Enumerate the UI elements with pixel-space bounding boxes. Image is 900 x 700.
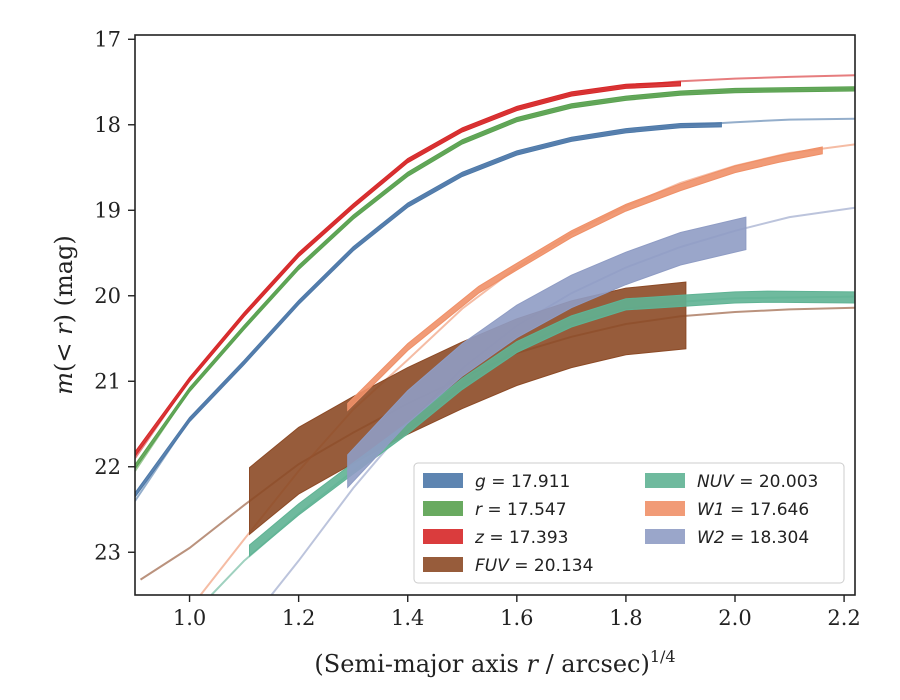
legend-label-fuv: FUV = 20.134 <box>475 556 593 576</box>
ticks-layer: 1.0 1.2 1.4 1.6 1.8 2.0 2.2 17 18 19 20 21 22 23 <box>94 27 861 630</box>
observed-band-w1 <box>347 146 823 412</box>
legend-label-z: z = 17.393 <box>474 528 568 548</box>
legend-swatch-fuv <box>423 557 463 572</box>
legend-label-r: r = 17.547 <box>475 500 567 520</box>
observed-band-r <box>135 86 855 470</box>
x-tick-label: 2.2 <box>827 606 860 630</box>
observed-band-w2 <box>347 216 747 489</box>
x-tick-label: 1.8 <box>609 606 642 630</box>
x-tick-label: 2.0 <box>718 606 751 630</box>
y-tick-label: 20 <box>94 284 121 308</box>
model-line-g <box>135 117 855 502</box>
legend-label-nuv: NUV = 20.003 <box>697 472 818 492</box>
legend-swatch-nuv <box>645 473 685 488</box>
y-tick-label: 17 <box>94 27 121 51</box>
series-layer <box>135 74 855 595</box>
legend-label-g: g = 17.911 <box>475 472 570 492</box>
x-tick-label: 1.6 <box>500 606 533 630</box>
y-tick-label: 21 <box>94 369 121 393</box>
legend-swatch-r <box>423 501 463 516</box>
y-axis-label: m(< r) (mag) <box>50 235 78 395</box>
legend-box <box>413 462 845 584</box>
legend-label-w2: W2 = 18.304 <box>697 528 809 548</box>
observed-band-g <box>135 122 722 498</box>
y-tick-label: 23 <box>94 540 121 564</box>
observed-band-nuv <box>249 290 855 558</box>
legend-label-w1: W1 = 17.646 <box>697 500 809 520</box>
observed-band-z <box>135 81 681 457</box>
model-line-z <box>135 74 855 459</box>
x-tick-label: 1.0 <box>173 606 206 630</box>
y-tick-label: 19 <box>94 198 121 222</box>
y-tick-label: 22 <box>94 455 121 479</box>
plot-frame <box>134 34 856 596</box>
legend-swatch-z <box>423 529 463 544</box>
x-axis-label: (Semi-major axis r / arcsec)1/4 <box>314 647 675 678</box>
legend-swatch-w1 <box>645 501 685 516</box>
x-tick-label: 1.2 <box>282 606 315 630</box>
x-tick-label: 1.4 <box>391 606 424 630</box>
y-tick-label: 18 <box>94 113 121 137</box>
legend: g = 17.911 r = 17.547 z = 17.393 FUV = 20.1… <box>413 462 845 584</box>
legend-swatch-w2 <box>645 529 685 544</box>
legend-swatch-g <box>423 473 463 488</box>
